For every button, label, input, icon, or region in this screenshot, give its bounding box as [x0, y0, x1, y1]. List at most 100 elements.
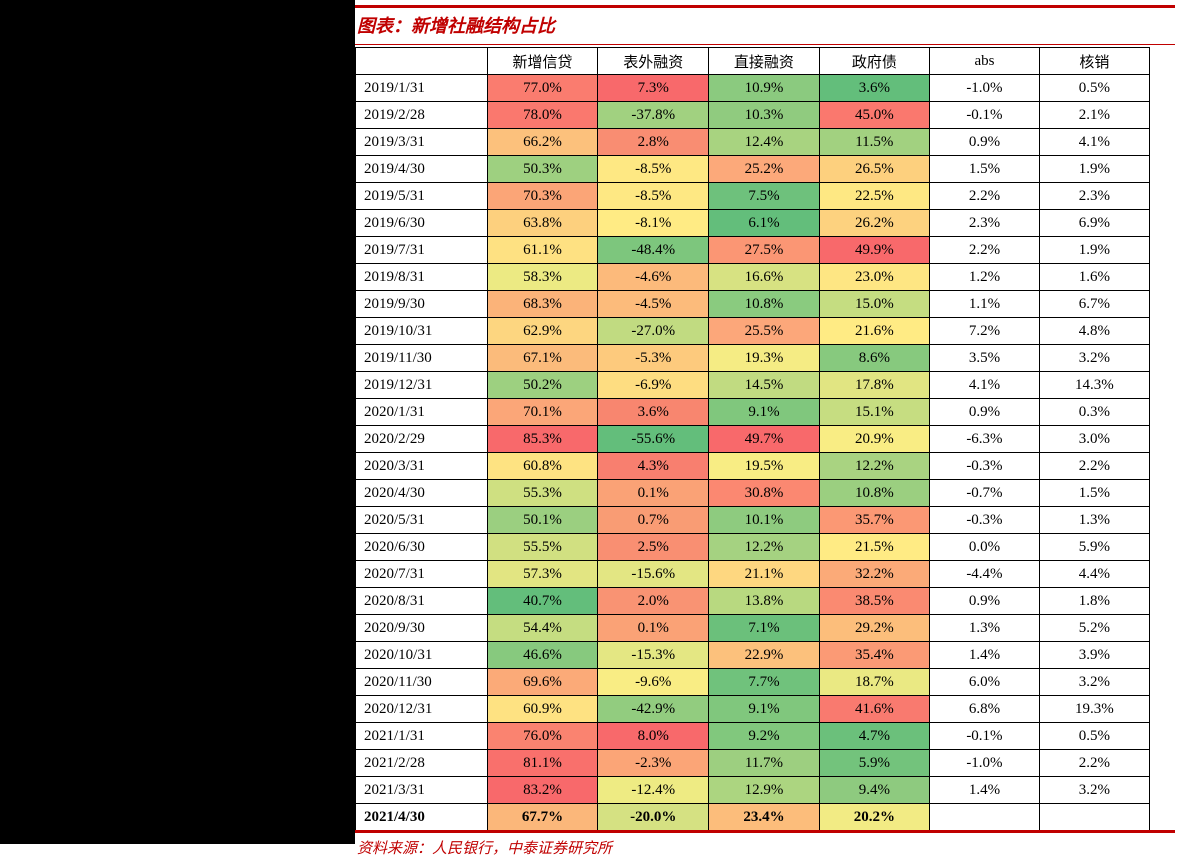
plain-cell: 1.3% — [930, 615, 1040, 642]
heatmap-cell: 38.5% — [819, 588, 929, 615]
plain-cell: -0.3% — [930, 453, 1040, 480]
source-line: 资料来源：人民银行，中泰证券研究所 — [355, 833, 1175, 862]
table-row: 2020/8/3140.7%2.0%13.8%38.5%0.9%1.8% — [356, 588, 1150, 615]
heatmap-cell: -4.6% — [598, 264, 709, 291]
heatmap-cell: 8.0% — [598, 723, 709, 750]
heatmap-cell: 7.7% — [709, 669, 819, 696]
plain-cell: 4.1% — [930, 372, 1040, 399]
heatmap-cell: 21.6% — [819, 318, 929, 345]
heatmap-cell: 49.9% — [819, 237, 929, 264]
plain-cell: 1.9% — [1039, 156, 1149, 183]
heatmap-cell: 4.3% — [598, 453, 709, 480]
plain-cell: 0.9% — [930, 399, 1040, 426]
plain-cell: -1.0% — [930, 750, 1040, 777]
plain-cell: 6.9% — [1039, 210, 1149, 237]
heatmap-cell: 32.2% — [819, 561, 929, 588]
table-row: 2019/7/3161.1%-48.4%27.5%49.9%2.2%1.9% — [356, 237, 1150, 264]
heatmap-cell: 55.3% — [487, 480, 597, 507]
date-cell: 2019/7/31 — [356, 237, 488, 264]
plain-cell: 2.2% — [1039, 453, 1149, 480]
plain-cell: 2.3% — [930, 210, 1040, 237]
heatmap-cell: 9.1% — [709, 399, 819, 426]
table-row: 2019/8/3158.3%-4.6%16.6%23.0%1.2%1.6% — [356, 264, 1150, 291]
heatmap-cell: 7.5% — [709, 183, 819, 210]
heatmap-cell: -6.9% — [598, 372, 709, 399]
heatmap-cell: -15.3% — [598, 642, 709, 669]
heatmap-cell: 22.9% — [709, 642, 819, 669]
date-cell: 2020/4/30 — [356, 480, 488, 507]
heatmap-cell: 60.8% — [487, 453, 597, 480]
heatmap-cell: -20.0% — [598, 804, 709, 831]
heatmap-cell: 2.8% — [598, 129, 709, 156]
heatmap-cell: -12.4% — [598, 777, 709, 804]
table-row: 2020/2/2985.3%-55.6%49.7%20.9%-6.3%3.0% — [356, 426, 1150, 453]
plain-cell: 1.4% — [930, 777, 1040, 804]
date-cell: 2019/4/30 — [356, 156, 488, 183]
date-cell: 2020/2/29 — [356, 426, 488, 453]
heatmap-cell: 70.3% — [487, 183, 597, 210]
heatmap-cell: -5.3% — [598, 345, 709, 372]
date-cell: 2019/12/31 — [356, 372, 488, 399]
heatmap-cell: 9.2% — [709, 723, 819, 750]
plain-cell: 0.9% — [930, 588, 1040, 615]
heatmap-cell: 10.3% — [709, 102, 819, 129]
heatmap-cell: -27.0% — [598, 318, 709, 345]
plain-cell: 3.2% — [1039, 669, 1149, 696]
plain-cell: 4.4% — [1039, 561, 1149, 588]
heatmap-cell: 20.2% — [819, 804, 929, 831]
table-header-cell: 新增信贷 — [487, 48, 597, 75]
heatmap-cell: 16.6% — [709, 264, 819, 291]
plain-cell: -0.7% — [930, 480, 1040, 507]
heatmap-cell: 30.8% — [709, 480, 819, 507]
heatmap-cell: 76.0% — [487, 723, 597, 750]
plain-cell: 2.2% — [930, 237, 1040, 264]
plain-cell — [930, 804, 1040, 831]
heatmap-cell: 35.7% — [819, 507, 929, 534]
plain-cell: -0.3% — [930, 507, 1040, 534]
plain-cell: 0.3% — [1039, 399, 1149, 426]
heatmap-cell: 2.0% — [598, 588, 709, 615]
plain-cell: 1.4% — [930, 642, 1040, 669]
plain-cell: 2.3% — [1039, 183, 1149, 210]
heatmap-cell: 11.7% — [709, 750, 819, 777]
heatmap-cell: 50.2% — [487, 372, 597, 399]
plain-cell: 1.1% — [930, 291, 1040, 318]
table-row: 2019/2/2878.0%-37.8%10.3%45.0%-0.1%2.1% — [356, 102, 1150, 129]
plain-cell: 1.5% — [1039, 480, 1149, 507]
heatmap-cell: 81.1% — [487, 750, 597, 777]
heatmap-cell: -8.5% — [598, 156, 709, 183]
heatmap-cell: 23.4% — [709, 804, 819, 831]
plain-cell: 1.5% — [930, 156, 1040, 183]
heatmap-cell: 12.2% — [819, 453, 929, 480]
data-table: 新增信贷表外融资直接融资政府债abs核销 2019/1/3177.0%7.3%1… — [355, 47, 1150, 831]
table-header-cell: 表外融资 — [598, 48, 709, 75]
table-row: 2020/6/3055.5%2.5%12.2%21.5%0.0%5.9% — [356, 534, 1150, 561]
heatmap-cell: 58.3% — [487, 264, 597, 291]
heatmap-cell: 27.5% — [709, 237, 819, 264]
table-header-row: 新增信贷表外融资直接融资政府债abs核销 — [356, 48, 1150, 75]
heatmap-cell: 46.6% — [487, 642, 597, 669]
date-cell: 2020/8/31 — [356, 588, 488, 615]
heatmap-cell: 40.7% — [487, 588, 597, 615]
heatmap-cell: -48.4% — [598, 237, 709, 264]
table-row: 2020/11/3069.6%-9.6%7.7%18.7%6.0%3.2% — [356, 669, 1150, 696]
table-row: 2019/9/3068.3%-4.5%10.8%15.0%1.1%6.7% — [356, 291, 1150, 318]
table-row: 2019/3/3166.2%2.8%12.4%11.5%0.9%4.1% — [356, 129, 1150, 156]
heatmap-cell: 19.3% — [709, 345, 819, 372]
heatmap-cell: 57.3% — [487, 561, 597, 588]
heatmap-cell: 13.8% — [709, 588, 819, 615]
table-row: 2019/10/3162.9%-27.0%25.5%21.6%7.2%4.8% — [356, 318, 1150, 345]
heatmap-cell: -8.5% — [598, 183, 709, 210]
heatmap-cell: 0.1% — [598, 480, 709, 507]
heatmap-cell: 49.7% — [709, 426, 819, 453]
plain-cell: 3.9% — [1039, 642, 1149, 669]
heatmap-cell: 50.1% — [487, 507, 597, 534]
heatmap-cell: 63.8% — [487, 210, 597, 237]
left-black-margin — [0, 0, 355, 844]
heatmap-cell: 21.1% — [709, 561, 819, 588]
heatmap-cell: 55.5% — [487, 534, 597, 561]
heatmap-cell: 12.4% — [709, 129, 819, 156]
plain-cell: 7.2% — [930, 318, 1040, 345]
heatmap-cell: 17.8% — [819, 372, 929, 399]
heatmap-cell: 68.3% — [487, 291, 597, 318]
